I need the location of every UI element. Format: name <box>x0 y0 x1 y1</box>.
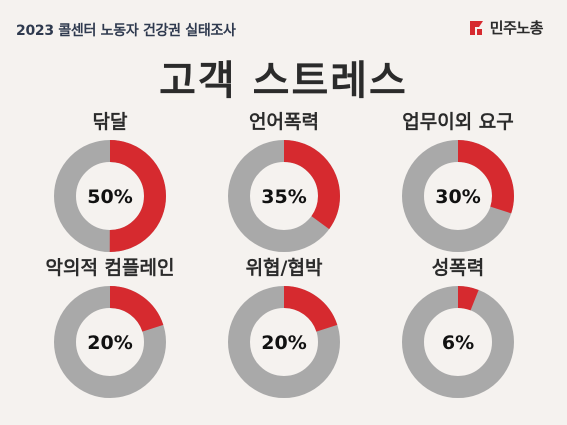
donut-svg: 20% <box>228 286 340 398</box>
donut-segment <box>54 286 166 398</box>
donut-segment <box>402 140 514 252</box>
logo-text: 민주노총 <box>489 19 544 37</box>
category-label: 위협/협박 <box>245 257 323 279</box>
donut-svg: 35% <box>228 140 340 252</box>
header-subtitle: 2023 콜센터 노동자 건강권 실태조사 <box>16 23 236 39</box>
category-label: 악의적 컴플레인 <box>45 257 175 279</box>
donut-svg: 30% <box>402 140 514 252</box>
value-label: 30% <box>435 186 480 208</box>
donut-chart-1: 언어폭력 35% <box>204 107 364 267</box>
category-label: 닦달 <box>92 111 128 133</box>
category-label: 언어폭력 <box>249 111 319 133</box>
donut-svg: 20% <box>54 286 166 398</box>
donut-segment <box>402 286 514 398</box>
category-label: 성폭력 <box>431 257 485 279</box>
value-label: 50% <box>87 186 132 208</box>
donut-svg: 50% <box>54 140 166 252</box>
donut-chart-2: 업무이외 요구 30% <box>378 107 538 267</box>
value-label: 20% <box>87 332 132 354</box>
logo: 민주노총 <box>467 17 544 38</box>
value-label: 20% <box>261 332 306 354</box>
donut-segment <box>228 286 340 398</box>
value-label: 6% <box>442 332 474 354</box>
donut-svg: 6% <box>402 286 514 398</box>
category-label: 업무이외 요구 <box>402 111 514 133</box>
donut-chart-0: 닦달 50% <box>30 107 190 267</box>
donut-chart-4: 위협/협박 20% <box>204 253 364 413</box>
chart-title: 고객 스트레스 <box>159 58 408 104</box>
logo-flag-icon <box>469 20 483 35</box>
donut-chart-5: 성폭력 6% <box>378 253 538 413</box>
donut-segment <box>54 140 166 252</box>
donut-chart-3: 악의적 컴플레인 20% <box>30 253 190 413</box>
donut-segment <box>228 140 340 252</box>
value-label: 35% <box>261 186 306 208</box>
